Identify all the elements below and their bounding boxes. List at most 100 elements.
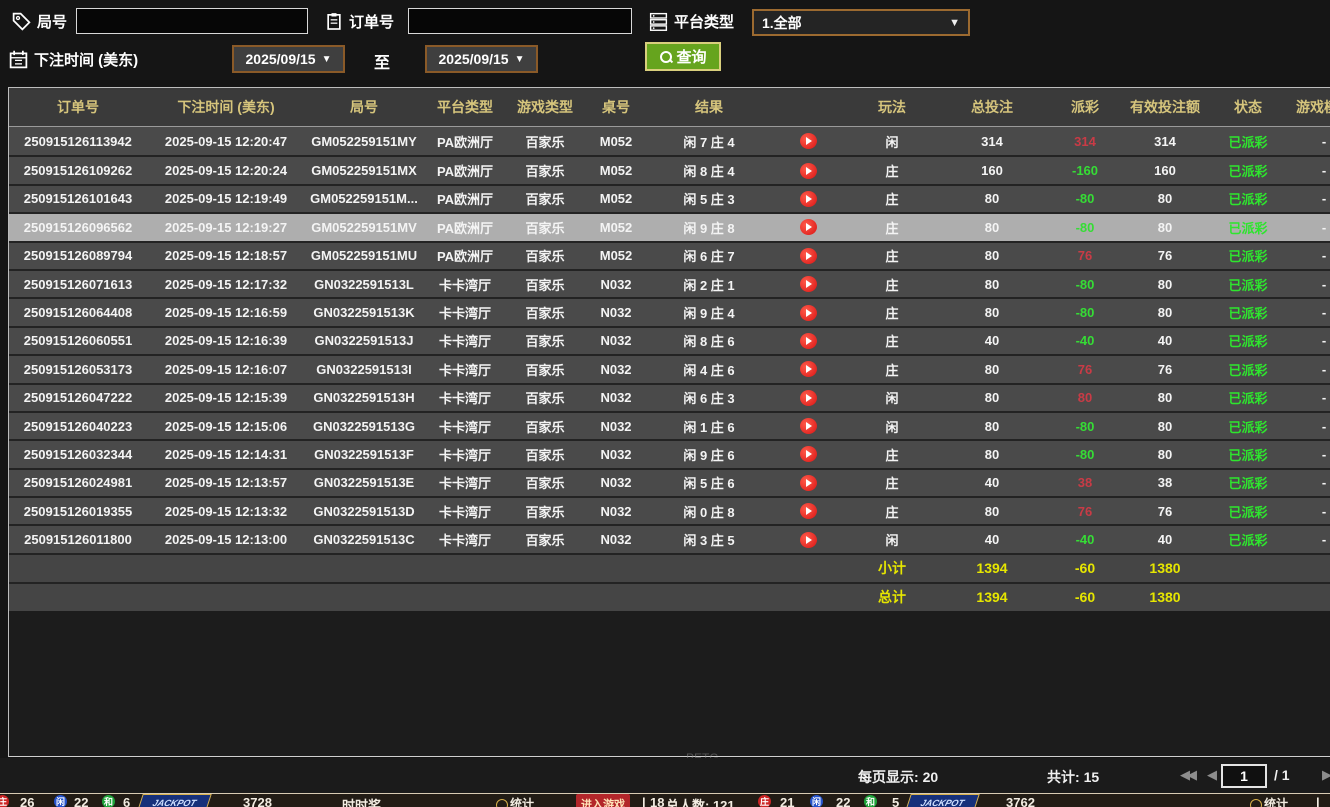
replay-play-icon[interactable] (799, 247, 817, 264)
column-header-mode[interactable]: 游戏模式 (1296, 99, 1330, 115)
valid-bet-cell: 38 (1157, 475, 1173, 491)
replay-cell (769, 332, 847, 349)
round-number-cell: GN0322591513F (314, 446, 414, 462)
total-bet-cell: 80 (984, 418, 1000, 434)
total-bet-cell: 314 (981, 133, 1003, 149)
clipboard-icon (327, 13, 341, 30)
enter-game-button[interactable]: 进入游戏 (576, 794, 630, 807)
column-header-round[interactable]: 局号 (350, 99, 378, 115)
table-row[interactable]: 250915126113942 2025-09-15 12:20:47 GM05… (9, 127, 1330, 156)
stats-button[interactable]: 统计 (496, 795, 534, 807)
table-row[interactable]: 250915126019355 2025-09-15 12:13:32 GN03… (9, 496, 1330, 525)
replay-play-icon[interactable] (799, 503, 817, 520)
replay-play-icon[interactable] (799, 531, 817, 548)
replay-play-icon[interactable] (799, 162, 817, 179)
bet-time-cell: 2025-09-15 12:16:07 (164, 361, 288, 377)
platform-cell: 卡卡湾厅 (438, 447, 491, 463)
game-mode-cell: - (1321, 532, 1327, 548)
replay-play-icon[interactable] (799, 361, 817, 378)
date-to-picker[interactable]: 2025/09/15 ▼ (425, 45, 538, 73)
platform-cell: PA欧洲厅 (436, 249, 494, 265)
platform-type-select[interactable]: 1.全部 ▼ (752, 9, 970, 36)
table-row[interactable]: 250915126060551 2025-09-15 12:16:39 GN03… (9, 325, 1330, 355)
table-row[interactable]: 250915126101643 2025-09-15 12:19:49 GM05… (9, 183, 1330, 213)
column-header-valid[interactable]: 有效投注额 (1130, 99, 1200, 115)
payout-cell: -80 (1075, 446, 1095, 462)
stats-button[interactable]: 统计 (1250, 795, 1288, 807)
replay-cell (769, 503, 847, 520)
valid-bet-cell: 40 (1157, 532, 1173, 548)
table-row[interactable]: 250915126064408 2025-09-15 12:16:59 GN03… (9, 297, 1330, 326)
replay-play-icon[interactable] (799, 133, 817, 150)
chevron-down-icon: ▼ (949, 16, 960, 29)
first-page-button[interactable]: ◀◀ (1180, 767, 1197, 782)
table-row[interactable]: 250915126053173 2025-09-15 12:16:07 GN03… (9, 354, 1330, 383)
column-header-result[interactable]: 结果 (695, 99, 723, 115)
payout-cell: -80 (1075, 418, 1095, 434)
replay-cell (769, 474, 847, 491)
table-row[interactable]: 250915126047222 2025-09-15 12:15:39 GN03… (9, 382, 1330, 411)
column-header-play[interactable]: 玩法 (878, 99, 906, 115)
replay-play-icon[interactable] (799, 276, 817, 293)
bet-records-table: 订单号 下注时间 (美东) 局号 平台类型 游戏类型 桌号 结果 玩法 总投注 … (8, 87, 1330, 757)
replay-play-icon[interactable] (799, 389, 817, 406)
replay-play-icon[interactable] (799, 190, 817, 207)
column-header-platform[interactable]: 平台类型 (437, 99, 493, 115)
platform-type-label: 平台类型 (674, 14, 735, 31)
status-cell: 已派彩 (1228, 334, 1268, 350)
pagination-bar: 每页显示: 20 共计: 15 ◀◀ ◀ / 1 ▶ (0, 758, 1330, 793)
replay-play-icon[interactable] (799, 446, 817, 463)
replay-play-icon[interactable] (799, 219, 817, 236)
round-number-input[interactable] (76, 8, 308, 34)
query-button[interactable]: 查询 (645, 42, 721, 71)
column-header-total[interactable]: 总投注 (971, 99, 1013, 115)
previous-page-button[interactable]: ◀ (1207, 767, 1217, 782)
column-header-payout[interactable]: 派彩 (1071, 99, 1099, 115)
table-row[interactable]: 250915126089794 2025-09-15 12:18:57 GM05… (9, 240, 1330, 269)
round-number-cell: GN0322591513K (313, 305, 415, 321)
column-header-order[interactable]: 订单号 (57, 99, 99, 115)
replay-play-icon[interactable] (799, 474, 817, 491)
table-number-cell: M052 (599, 133, 633, 149)
replay-play-icon[interactable] (799, 332, 817, 349)
total-players-label: 总人数: 121 (666, 798, 735, 807)
order-number-input[interactable] (408, 8, 632, 34)
play-type-cell: 庄 (885, 249, 899, 265)
replay-play-icon[interactable] (799, 418, 817, 435)
play-type-cell: 庄 (885, 220, 899, 236)
next-page-button[interactable]: ▶ (1322, 767, 1330, 782)
date-from-picker[interactable]: 2025/09/15 ▼ (232, 45, 345, 73)
table-row[interactable]: 250915126109262 2025-09-15 12:20:24 GM05… (9, 155, 1330, 184)
table-row[interactable]: 250915126024981 2025-09-15 12:13:57 GN03… (9, 467, 1330, 497)
result-cell: 闲 0 庄 8 (683, 504, 735, 520)
platform-cell: 卡卡湾厅 (438, 476, 491, 492)
player-badge: 闲 (810, 795, 823, 807)
column-header-game[interactable]: 游戏类型 (517, 99, 573, 115)
status-cell: 已派彩 (1228, 306, 1268, 322)
round-number-cell: GN0322591513C (313, 532, 415, 548)
platform-cell: PA欧洲厅 (436, 164, 494, 180)
replay-play-icon[interactable] (799, 304, 817, 321)
jackpot-value: 3762 (1006, 795, 1035, 807)
banker-badge: 庄 (0, 795, 9, 807)
table-row[interactable]: 250915126032344 2025-09-15 12:14:31 GN03… (9, 439, 1330, 468)
page-number-input[interactable] (1221, 764, 1267, 788)
table-row[interactable]: 250915126011800 2025-09-15 12:13:00 GN03… (9, 524, 1330, 553)
column-header-table[interactable]: 桌号 (602, 99, 630, 115)
status-cell: 已派彩 (1228, 164, 1268, 180)
table-row[interactable]: 250915126096562 2025-09-15 12:19:27 GM05… (9, 212, 1330, 241)
game-mode-cell: - (1321, 219, 1327, 235)
status-cell: 已派彩 (1228, 134, 1268, 150)
bet-time-cell: 2025-09-15 12:15:39 (164, 390, 288, 406)
order-number-cell: 250915126024981 (23, 475, 133, 491)
round-number-cell: GM052259151MX (311, 163, 417, 179)
round-number-cell: GN0322591513J (314, 333, 414, 349)
result-cell: 闲 5 庄 6 (683, 476, 735, 492)
total-bet-cell: 40 (984, 333, 1000, 349)
round-number-cell: GN0322591513D (313, 503, 415, 519)
table-row[interactable]: 250915126071613 2025-09-15 12:17:32 GN03… (9, 268, 1330, 298)
table-row[interactable]: 250915126040223 2025-09-15 12:15:06 GN03… (9, 410, 1330, 440)
column-header-time[interactable]: 下注时间 (美东) (177, 99, 275, 115)
column-header-status[interactable]: 状态 (1234, 99, 1262, 115)
valid-bet-cell: 80 (1157, 191, 1173, 207)
